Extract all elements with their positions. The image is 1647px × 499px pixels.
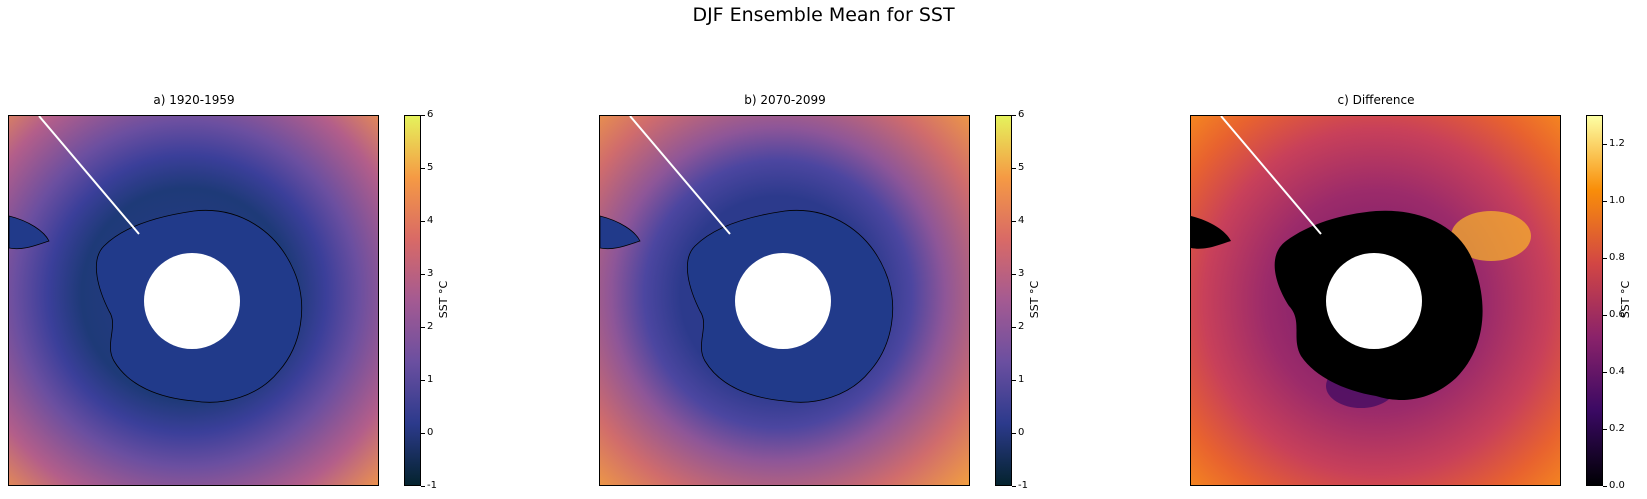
colorbar-tickmark	[421, 380, 425, 381]
panel-c-title: c) Difference	[1337, 93, 1415, 107]
pole-hole	[144, 253, 240, 349]
colorbar-tickmark	[1603, 201, 1607, 202]
colorbar-tickmark	[421, 221, 425, 222]
colorbar-tickmark	[1603, 429, 1607, 430]
colorbar-tick-label: 3	[427, 268, 434, 279]
colorbar-tickmark	[1012, 327, 1016, 328]
colorbar-tickmark	[421, 274, 425, 275]
colorbar-tick-label: -1	[1018, 480, 1028, 491]
colorbar-c	[1586, 115, 1603, 486]
panel-a-title: a) 1920-1959	[153, 93, 235, 107]
map-panel-a	[8, 115, 379, 486]
colorbar-b	[995, 115, 1012, 486]
colorbar-tick-label: 4	[1018, 215, 1025, 226]
colorbar-tick-label: 0.8	[1609, 252, 1625, 263]
colorbar-tick-label: 0.2	[1609, 423, 1625, 434]
colorbar-tick-label: 4	[427, 215, 434, 226]
map-panel-b	[599, 115, 970, 486]
colorbar-tick-label: 1	[1018, 374, 1025, 385]
colorbar-tick-label: 2	[1018, 321, 1025, 332]
colorbar-tickmark	[1012, 221, 1016, 222]
panel-b-title: b) 2070-2099	[744, 93, 826, 107]
colorbar-a	[404, 115, 421, 486]
colorbar-tickmark	[1012, 380, 1016, 381]
colorbar-tickmark	[1603, 372, 1607, 373]
colorbar-tick-label: 0	[427, 427, 434, 438]
colorbar-tickmark	[421, 327, 425, 328]
colorbar-tick-label: 0	[1018, 427, 1025, 438]
colorbar-tick-label: 1.2	[1609, 138, 1625, 149]
colorbar-tick-label: 6	[1018, 109, 1025, 120]
colorbar-tickmark	[1012, 115, 1016, 116]
colorbar-tickmark	[1012, 433, 1016, 434]
colorbar-tick-label: 1.0	[1609, 195, 1625, 206]
colorbar-tick-label: 5	[1018, 162, 1025, 173]
pole-hole	[735, 253, 831, 349]
colorbar-tick-label: 2	[427, 321, 434, 332]
colorbar-tick-label: -1	[427, 480, 437, 491]
map-panel-c	[1190, 115, 1561, 486]
colorbar-tickmark	[1603, 315, 1607, 316]
figure-title: DJF Ensemble Mean for SST	[692, 4, 955, 26]
colorbar-tickmark	[1012, 274, 1016, 275]
colorbar-tick-label: 3	[1018, 268, 1025, 279]
pole-hole	[1326, 253, 1422, 349]
colorbar-tickmark	[421, 168, 425, 169]
colorbar-tick-label: 6	[427, 109, 434, 120]
colorbar-tickmark	[421, 115, 425, 116]
colorbar-tickmark	[1012, 486, 1016, 487]
colorbar-tickmark	[1603, 144, 1607, 145]
colorbar-a-label: SST °C	[437, 280, 451, 319]
colorbar-tickmark	[1012, 168, 1016, 169]
colorbar-tick-label: 0.0	[1609, 480, 1625, 491]
colorbar-tickmark	[421, 486, 425, 487]
colorbar-b-label: SST °C	[1028, 280, 1042, 319]
colorbar-tick-label: 5	[427, 162, 434, 173]
colorbar-tick-label: 0.4	[1609, 366, 1625, 377]
colorbar-tick-label: 1	[427, 374, 434, 385]
colorbar-tick-label: 0.6	[1609, 309, 1625, 320]
colorbar-tickmark	[1603, 486, 1607, 487]
colorbar-tickmark	[1603, 258, 1607, 259]
colorbar-tickmark	[421, 433, 425, 434]
